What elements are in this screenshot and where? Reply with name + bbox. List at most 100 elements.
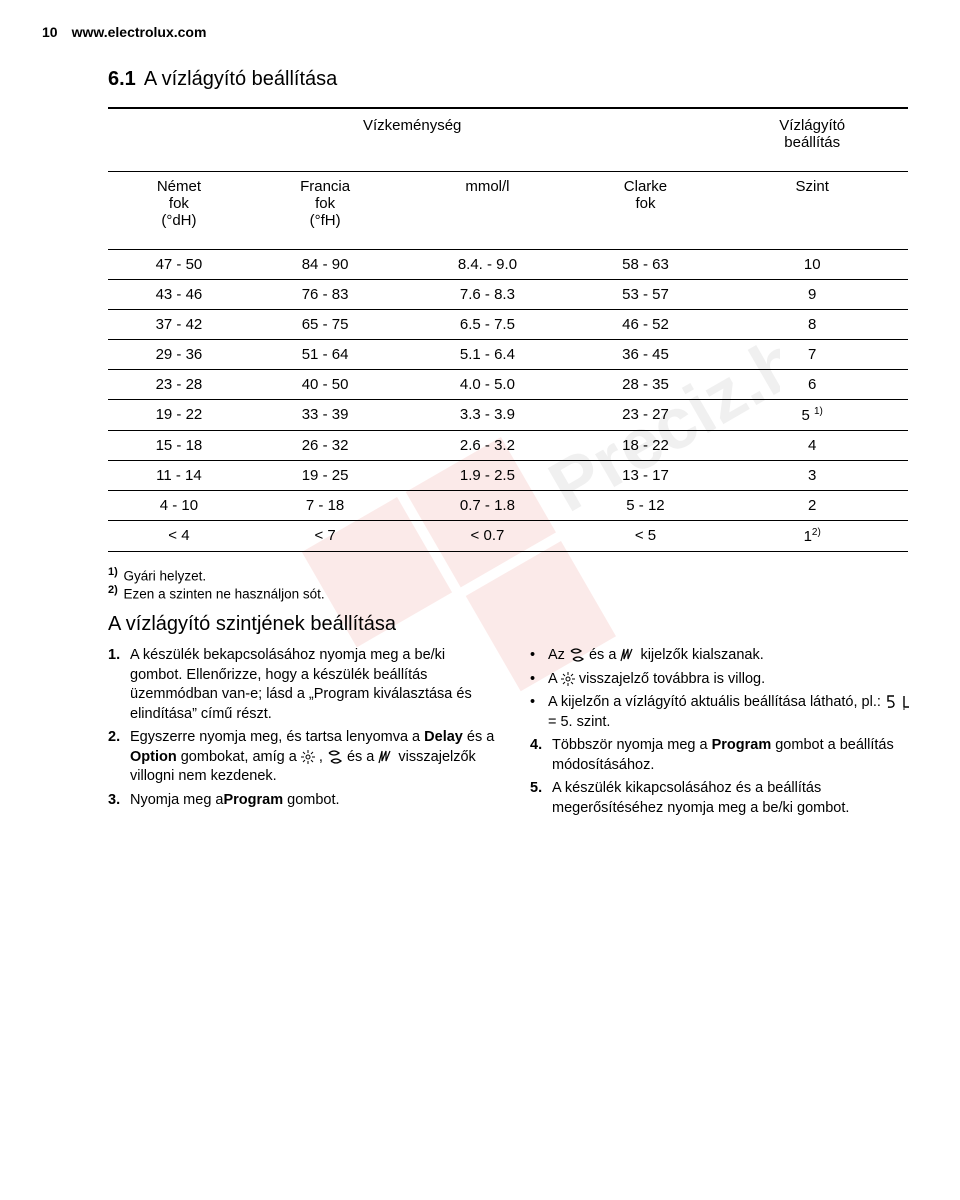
table-cell: 5.1 - 6.4 — [400, 340, 574, 370]
section-number: 6.1 — [108, 68, 136, 91]
col-level: Szint — [716, 172, 908, 250]
table-row: 4 - 107 - 180.7 - 1.85 - 122 — [108, 491, 908, 521]
list-text: Az és a kijelzők kialszanak. — [548, 646, 918, 666]
table-cell: 12) — [716, 521, 908, 552]
col-french: Francia fok (°fH) — [250, 172, 400, 250]
list-item: •A visszajelző továbbra is villog. — [530, 670, 918, 690]
table-cell: 18 - 22 — [575, 431, 717, 461]
bullet: • — [530, 646, 548, 666]
table-column-row: Német fok (°dH) Francia fok (°fH) mmol/l… — [108, 172, 908, 250]
table-cell: 13 - 17 — [575, 461, 717, 491]
table-cell: 23 - 27 — [575, 400, 717, 431]
section-heading: 6.1 A vízlágyító beállítása — [108, 68, 918, 91]
table-cell: 4 - 10 — [108, 491, 250, 521]
table-cell: 9 — [716, 280, 908, 310]
section-title: A vízlágyító beállítása — [144, 68, 337, 91]
table-cell: 5 - 12 — [575, 491, 717, 521]
left-column: 1.A készülék bekapcsolásához nyomja meg … — [108, 646, 496, 823]
list-text: A készülék kikapcsolásához és a beállítá… — [552, 779, 918, 818]
list-number: 1. — [108, 646, 130, 724]
hardness-table: Vízkeménység Vízlágyító beállítás Német … — [108, 107, 908, 552]
table-cell: 36 - 45 — [575, 340, 717, 370]
table-row: 37 - 4265 - 756.5 - 7.546 - 528 — [108, 310, 908, 340]
table-cell: 47 - 50 — [108, 250, 250, 280]
table-cell: 65 - 75 — [250, 310, 400, 340]
table-cell: 3.3 - 3.9 — [400, 400, 574, 431]
table-row: 29 - 3651 - 645.1 - 6.436 - 457 — [108, 340, 908, 370]
table-cell: 23 - 28 — [108, 370, 250, 400]
list-text: Egyszerre nyomja meg, és tartsa lenyomva… — [130, 728, 496, 787]
table-superheader-right: Vízlágyító beállítás — [716, 108, 908, 172]
table-cell: 84 - 90 — [250, 250, 400, 280]
table-cell: 19 - 22 — [108, 400, 250, 431]
right-column: •Az és a kijelzők kialszanak.•A visszaje… — [530, 646, 918, 823]
bullet: • — [530, 670, 548, 690]
list-item: 4.Többször nyomja meg a Program gombot a… — [530, 736, 918, 775]
list-number: 3. — [108, 791, 130, 811]
list-text: A készülék bekapcsolásához nyomja meg a … — [130, 646, 496, 724]
col-mmol: mmol/l — [400, 172, 574, 250]
table-row: 47 - 5084 - 908.4. - 9.058 - 6310 — [108, 250, 908, 280]
table-cell: 46 - 52 — [575, 310, 717, 340]
list-item: 3.Nyomja meg aProgram gombot. — [108, 791, 496, 811]
list-item: 5.A készülék kikapcsolásához és a beállí… — [530, 779, 918, 818]
table-cell: 4 — [716, 431, 908, 461]
table-cell: 43 - 46 — [108, 280, 250, 310]
table-row: 43 - 4676 - 837.6 - 8.353 - 579 — [108, 280, 908, 310]
page-number: 10 — [42, 24, 58, 40]
table-row: 15 - 1826 - 322.6 - 3.218 - 224 — [108, 431, 908, 461]
table-cell: 33 - 39 — [250, 400, 400, 431]
list-item: 1.A készülék bekapcsolásához nyomja meg … — [108, 646, 496, 724]
table-cell: 4.0 - 5.0 — [400, 370, 574, 400]
table-cell: 15 - 18 — [108, 431, 250, 461]
list-text: Többször nyomja meg a Program gombot a b… — [552, 736, 918, 775]
table-cell: 1.9 - 2.5 — [400, 461, 574, 491]
footnote-2: 2) Ezen a szinten ne használjon sót. — [108, 584, 918, 602]
table-row: 23 - 2840 - 504.0 - 5.028 - 356 — [108, 370, 908, 400]
table-cell: 8 — [716, 310, 908, 340]
table-cell: 29 - 36 — [108, 340, 250, 370]
list-text: A kijelzőn a vízlágyító aktuális beállít… — [548, 693, 918, 732]
page-header: 10 www.electrolux.com — [42, 24, 918, 40]
table-cell: 58 - 63 — [575, 250, 717, 280]
table-cell: 7 — [716, 340, 908, 370]
table-cell: 7 - 18 — [250, 491, 400, 521]
table-cell: 51 - 64 — [250, 340, 400, 370]
table-cell: 2 — [716, 491, 908, 521]
table-cell: 19 - 25 — [250, 461, 400, 491]
table-cell: 40 - 50 — [250, 370, 400, 400]
table-cell: < 5 — [575, 521, 717, 552]
list-number: 5. — [530, 779, 552, 818]
list-text: A visszajelző továbbra is villog. — [548, 670, 918, 690]
footnote-1: 1) Gyári helyzet. — [108, 566, 918, 584]
table-cell: 6 — [716, 370, 908, 400]
table-cell: 10 — [716, 250, 908, 280]
table-cell: 2.6 - 3.2 — [400, 431, 574, 461]
table-cell: < 0.7 — [400, 521, 574, 552]
list-text: Nyomja meg aProgram gombot. — [130, 791, 496, 811]
table-cell: 5 1) — [716, 400, 908, 431]
table-footnotes: 1) Gyári helyzet. 2) Ezen a szinten ne h… — [108, 566, 918, 601]
table-cell: 76 - 83 — [250, 280, 400, 310]
table-cell: 8.4. - 9.0 — [400, 250, 574, 280]
table-cell: 11 - 14 — [108, 461, 250, 491]
table-cell: 37 - 42 — [108, 310, 250, 340]
list-item: •Az és a kijelzők kialszanak. — [530, 646, 918, 666]
table-superheader-left: Vízkeménység — [108, 108, 716, 172]
table-row: 19 - 2233 - 393.3 - 3.923 - 275 1) — [108, 400, 908, 431]
table-cell: 53 - 57 — [575, 280, 717, 310]
col-clarke: Clarke fok — [575, 172, 717, 250]
list-number: 2. — [108, 728, 130, 787]
table-cell: 3 — [716, 461, 908, 491]
table-row: < 4< 7< 0.7< 512) — [108, 521, 908, 552]
table-cell: 6.5 - 7.5 — [400, 310, 574, 340]
list-item: •A kijelzőn a vízlágyító aktuális beállí… — [530, 693, 918, 732]
table-cell: < 7 — [250, 521, 400, 552]
page-url: www.electrolux.com — [72, 24, 207, 40]
subsection-heading: A vízlágyító szintjének beállítása — [108, 613, 918, 636]
list-number: 4. — [530, 736, 552, 775]
table-cell: 26 - 32 — [250, 431, 400, 461]
table-cell: 28 - 35 — [575, 370, 717, 400]
table-cell: 0.7 - 1.8 — [400, 491, 574, 521]
col-german: Német fok (°dH) — [108, 172, 250, 250]
